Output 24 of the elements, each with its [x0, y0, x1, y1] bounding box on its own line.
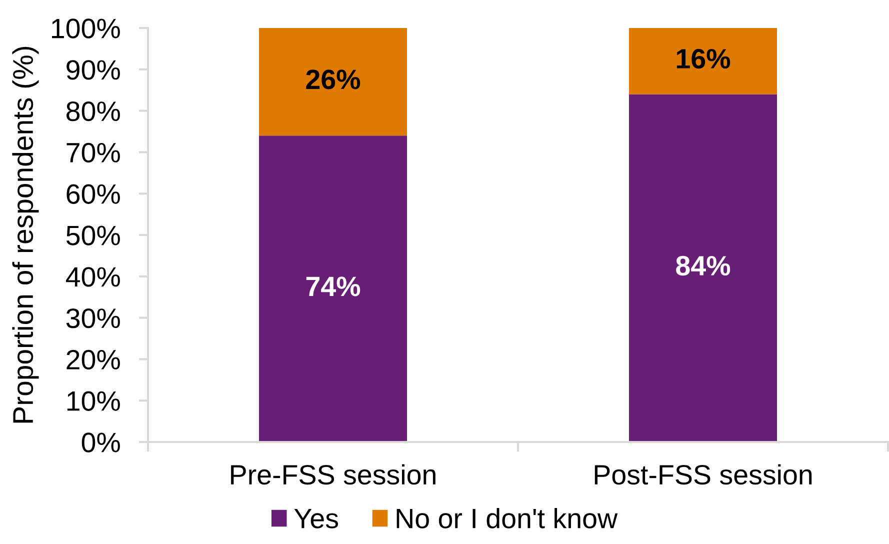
- data-label: 84%: [676, 256, 730, 276]
- y-tick-label: 80%: [66, 101, 120, 122]
- legend-label: No or I don't know: [396, 508, 618, 528]
- y-tick-label: 40%: [66, 267, 120, 287]
- y-tick-label: 20%: [66, 350, 120, 370]
- x-tick-label: Post-FSS session: [594, 464, 812, 485]
- y-tick-label: 10%: [67, 391, 120, 411]
- data-label: 16%: [676, 48, 730, 69]
- data-label: 26%: [306, 70, 360, 90]
- y-axis-title: Proportion of respondents (%): [12, 46, 39, 423]
- bar: [629, 94, 777, 442]
- y-tick-label: 90%: [66, 60, 120, 80]
- y-tick-label: 70%: [66, 142, 120, 163]
- y-tick-label: 100%: [52, 18, 120, 38]
- y-tick-label: 0%: [82, 432, 120, 452]
- y-tick-label: 50%: [66, 226, 120, 246]
- x-tick-label: Pre-FSS session: [231, 464, 436, 485]
- y-tick-label: 60%: [66, 184, 120, 204]
- bar: [259, 28, 407, 136]
- y-tick-label: 30%: [66, 308, 120, 328]
- bar: [259, 136, 407, 442]
- legend-label: Yes: [294, 508, 338, 528]
- bar: [629, 28, 777, 94]
- data-label: 74%: [306, 276, 360, 296]
